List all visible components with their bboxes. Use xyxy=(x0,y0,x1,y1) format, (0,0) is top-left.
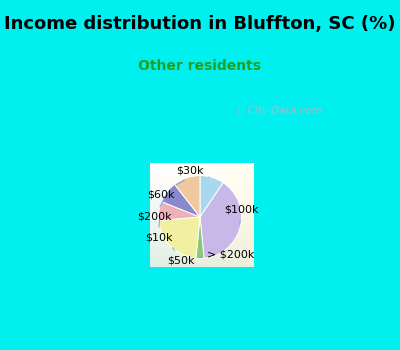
Wedge shape xyxy=(162,184,200,217)
Text: $200k: $200k xyxy=(137,195,172,222)
Wedge shape xyxy=(200,183,242,258)
Text: $50k: $50k xyxy=(168,248,195,266)
Text: > $200k: > $200k xyxy=(200,249,255,259)
Text: $100k: $100k xyxy=(224,205,259,224)
Wedge shape xyxy=(159,217,200,258)
Wedge shape xyxy=(196,217,204,258)
Wedge shape xyxy=(200,176,223,217)
Wedge shape xyxy=(174,176,200,217)
Text: $30k: $30k xyxy=(176,166,209,177)
Text: $10k: $10k xyxy=(145,214,172,243)
Text: ⓘ City-Data.com: ⓘ City-Data.com xyxy=(238,106,322,116)
Text: $60k: $60k xyxy=(147,180,184,199)
Wedge shape xyxy=(158,202,200,220)
Text: Other residents: Other residents xyxy=(138,58,262,72)
Text: Income distribution in Bluffton, SC (%): Income distribution in Bluffton, SC (%) xyxy=(4,14,396,33)
